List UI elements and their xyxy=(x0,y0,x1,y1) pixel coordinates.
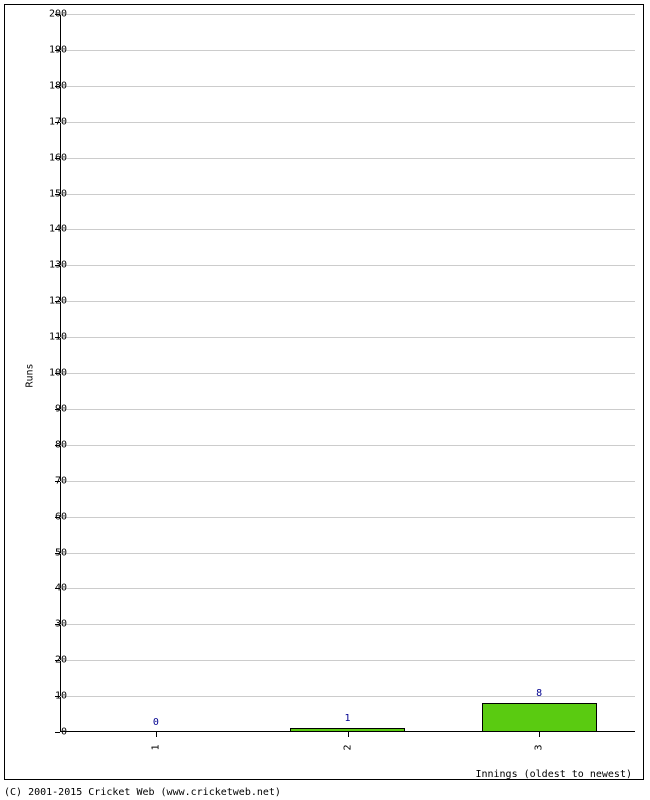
y-tick-label: 130 xyxy=(49,260,67,271)
grid-line xyxy=(60,553,635,554)
grid-line xyxy=(60,86,635,87)
copyright-text: (C) 2001-2015 Cricket Web (www.cricketwe… xyxy=(4,787,281,798)
y-tick-label: 100 xyxy=(49,368,67,379)
x-tick xyxy=(348,732,349,737)
grid-line xyxy=(60,337,635,338)
grid-line xyxy=(60,229,635,230)
y-tick-label: 40 xyxy=(55,583,67,594)
y-tick-label: 50 xyxy=(55,547,67,558)
grid-line xyxy=(60,445,635,446)
y-tick-label: 160 xyxy=(49,152,67,163)
grid-line xyxy=(60,14,635,15)
y-tick-label: 80 xyxy=(55,439,67,450)
y-tick-label: 200 xyxy=(49,9,67,20)
grid-line xyxy=(60,50,635,51)
y-tick-label: 30 xyxy=(55,619,67,630)
grid-line xyxy=(60,194,635,195)
y-tick-label: 10 xyxy=(55,691,67,702)
grid-line xyxy=(60,517,635,518)
y-tick-label: 90 xyxy=(55,403,67,414)
bar-value-label: 8 xyxy=(536,688,542,699)
y-tick-label: 180 xyxy=(49,80,67,91)
y-tick-label: 0 xyxy=(61,727,67,738)
grid-line xyxy=(60,696,635,697)
bar xyxy=(482,703,597,732)
grid-line xyxy=(60,158,635,159)
x-tick-label: 1 xyxy=(150,744,161,750)
y-tick-label: 110 xyxy=(49,332,67,343)
grid-line xyxy=(60,122,635,123)
chart-container: 0 1 8 Runs Innings (oldest to newest) (C) … xyxy=(0,0,650,800)
x-axis-title: Innings (oldest to newest) xyxy=(475,769,632,780)
y-tick-label: 120 xyxy=(49,296,67,307)
grid-line xyxy=(60,588,635,589)
y-tick-label: 70 xyxy=(55,475,67,486)
bar-value-label: 0 xyxy=(153,717,159,728)
grid-line xyxy=(60,624,635,625)
x-tick xyxy=(156,732,157,737)
y-axis-title: Runs xyxy=(25,363,36,387)
grid-line xyxy=(60,301,635,302)
y-tick-label: 60 xyxy=(55,511,67,522)
grid-line xyxy=(60,373,635,374)
y-tick-label: 140 xyxy=(49,224,67,235)
grid-line xyxy=(60,409,635,410)
grid-line xyxy=(60,481,635,482)
plot-area: 0 1 8 xyxy=(60,14,635,732)
x-tick-label: 3 xyxy=(534,744,545,750)
x-tick xyxy=(539,732,540,737)
grid-line xyxy=(60,660,635,661)
y-tick-label: 170 xyxy=(49,116,67,127)
x-tick-label: 2 xyxy=(342,744,353,750)
y-tick-label: 190 xyxy=(49,44,67,55)
y-tick xyxy=(55,732,60,733)
bar-value-label: 1 xyxy=(344,713,350,724)
y-tick-label: 150 xyxy=(49,188,67,199)
grid-line xyxy=(60,265,635,266)
y-tick-label: 20 xyxy=(55,655,67,666)
